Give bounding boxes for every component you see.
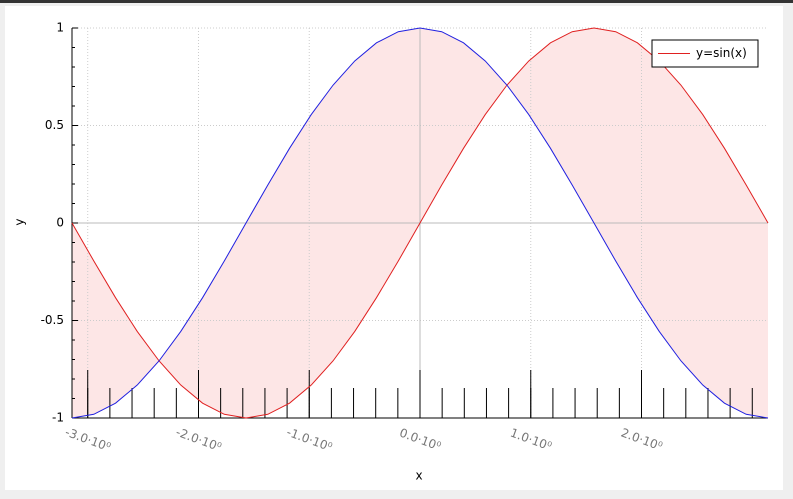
y-axis-label: y xyxy=(13,218,27,225)
y-tick-label: -1 xyxy=(52,411,64,425)
top-bar xyxy=(0,0,793,3)
y-tick-label: 0 xyxy=(56,216,64,230)
x-axis-label: x xyxy=(415,469,422,483)
legend-box xyxy=(651,39,759,68)
legend-label: y=sin(x) xyxy=(696,46,747,60)
y-tick-label: -0.5 xyxy=(41,313,64,327)
line-series xyxy=(71,27,769,419)
y-tick-label: 0.5 xyxy=(45,118,64,132)
y-tick-label: 1 xyxy=(56,21,64,35)
